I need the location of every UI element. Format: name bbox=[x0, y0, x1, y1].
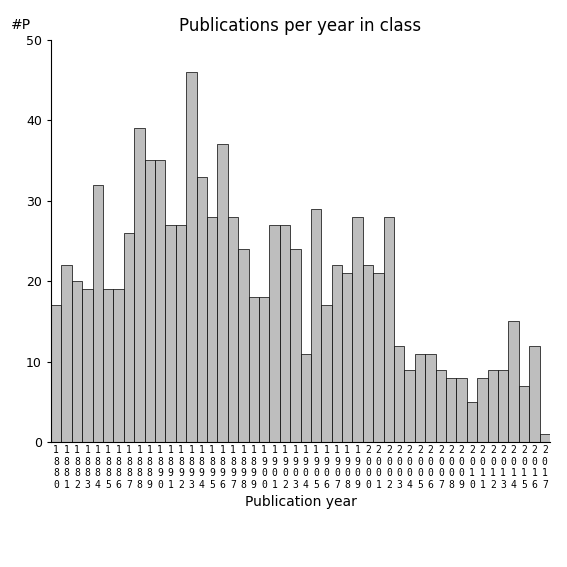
Bar bbox=[248, 297, 259, 442]
Bar bbox=[477, 378, 488, 442]
X-axis label: Publication year: Publication year bbox=[244, 496, 357, 509]
Bar bbox=[197, 176, 207, 442]
Bar bbox=[207, 217, 217, 442]
Bar bbox=[113, 289, 124, 442]
Bar bbox=[176, 225, 186, 442]
Bar bbox=[446, 378, 456, 442]
Bar bbox=[498, 370, 509, 442]
Bar bbox=[155, 160, 166, 442]
Bar bbox=[238, 249, 248, 442]
Bar bbox=[519, 386, 529, 442]
Bar bbox=[124, 233, 134, 442]
Bar bbox=[321, 306, 332, 442]
Bar bbox=[435, 370, 446, 442]
Bar bbox=[456, 378, 467, 442]
Bar bbox=[332, 265, 342, 442]
Bar bbox=[394, 346, 404, 442]
Bar bbox=[415, 354, 425, 442]
Bar bbox=[72, 281, 82, 442]
Bar bbox=[269, 225, 280, 442]
Bar bbox=[301, 354, 311, 442]
Bar bbox=[467, 402, 477, 442]
Bar bbox=[103, 289, 113, 442]
Bar bbox=[82, 289, 92, 442]
Bar bbox=[509, 321, 519, 442]
Bar bbox=[61, 265, 72, 442]
Bar bbox=[186, 72, 197, 442]
Bar bbox=[145, 160, 155, 442]
Bar bbox=[290, 249, 301, 442]
Bar bbox=[228, 217, 238, 442]
Bar bbox=[259, 297, 269, 442]
Bar bbox=[373, 273, 384, 442]
Bar bbox=[363, 265, 373, 442]
Bar bbox=[540, 434, 550, 442]
Bar bbox=[384, 217, 394, 442]
Y-axis label: #P: #P bbox=[11, 18, 31, 32]
Bar bbox=[217, 145, 228, 442]
Bar bbox=[92, 185, 103, 442]
Bar bbox=[166, 225, 176, 442]
Title: Publications per year in class: Publications per year in class bbox=[179, 18, 422, 35]
Bar bbox=[425, 354, 435, 442]
Bar bbox=[488, 370, 498, 442]
Bar bbox=[342, 273, 353, 442]
Bar bbox=[134, 128, 145, 442]
Bar bbox=[529, 346, 540, 442]
Bar bbox=[280, 225, 290, 442]
Bar bbox=[404, 370, 415, 442]
Bar bbox=[311, 209, 321, 442]
Bar bbox=[353, 217, 363, 442]
Bar bbox=[51, 306, 61, 442]
